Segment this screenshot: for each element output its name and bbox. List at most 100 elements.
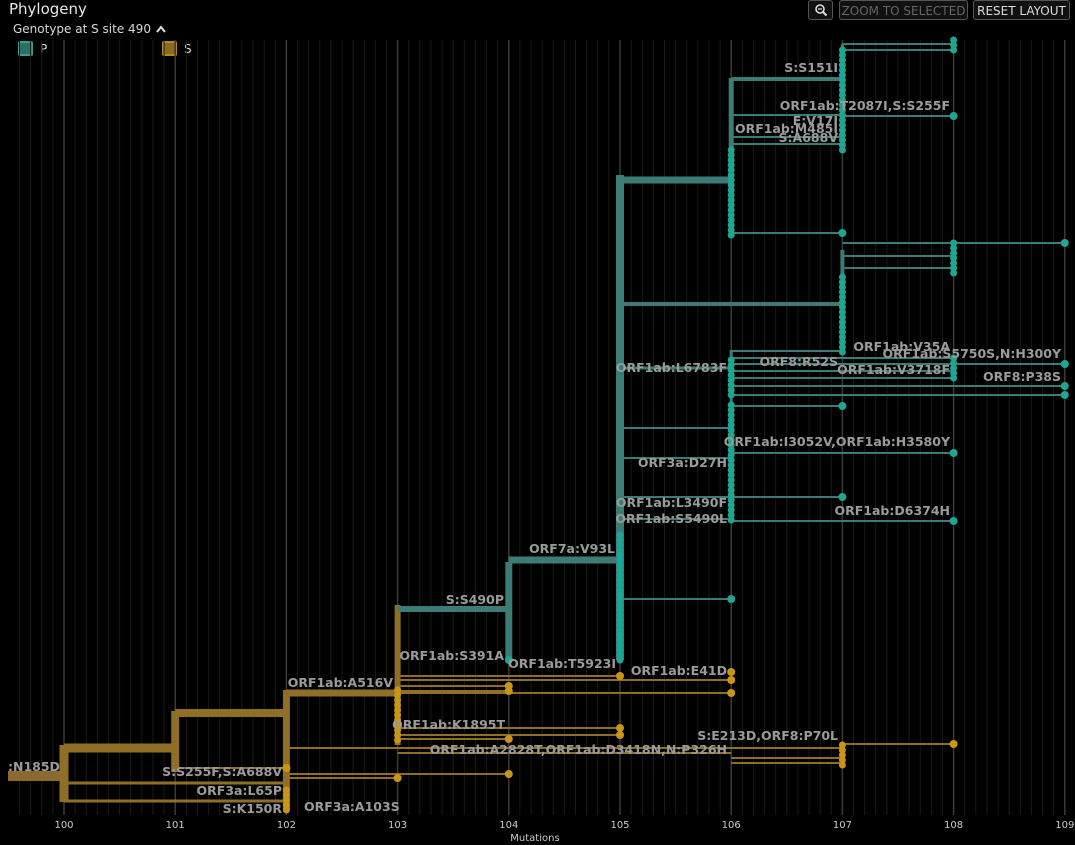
- branch-label[interactable]: ORF1ab:I3052V,ORF1ab:H3580Y: [724, 434, 951, 449]
- node-dot[interactable]: [838, 111, 846, 119]
- branch-label[interactable]: ORF1ab:S5750S,N:H300Y: [883, 346, 1062, 361]
- node-dot[interactable]: [727, 481, 735, 489]
- node-dot[interactable]: [727, 391, 735, 399]
- node-dot[interactable]: [838, 278, 846, 286]
- node-dot[interactable]: [394, 711, 402, 719]
- node-dot[interactable]: [838, 56, 846, 64]
- branch-label[interactable]: ORF3a:D27H: [638, 455, 727, 470]
- node-dot[interactable]: [393, 774, 402, 782]
- node-dot[interactable]: [838, 126, 846, 134]
- node-dot[interactable]: [616, 724, 624, 732]
- legend-item-s[interactable]: S: [162, 41, 192, 56]
- node-dot[interactable]: [950, 269, 958, 277]
- node-dot[interactable]: [838, 338, 846, 346]
- node-dot[interactable]: [727, 406, 735, 414]
- node-dot[interactable]: [727, 196, 735, 204]
- branch-label[interactable]: ORF1ab:V3718F: [837, 362, 950, 377]
- node-dot[interactable]: [727, 476, 735, 484]
- node-dot[interactable]: [727, 226, 735, 234]
- node-dot[interactable]: [282, 786, 290, 794]
- node-dot[interactable]: [950, 244, 958, 252]
- branch-label[interactable]: S:S255F,S:A688V: [162, 764, 282, 779]
- node-dot[interactable]: [616, 656, 624, 664]
- branch-label[interactable]: :N185D: [8, 759, 60, 774]
- node-dot[interactable]: [838, 308, 846, 316]
- branch-label[interactable]: ORF8:R52S: [759, 354, 838, 369]
- node-dot[interactable]: [727, 456, 735, 464]
- branch-label[interactable]: ORF1ab:V35A: [853, 339, 950, 354]
- node-dot[interactable]: [838, 136, 846, 144]
- branch-label[interactable]: ORF1ab:E41D: [631, 663, 727, 678]
- node-dot[interactable]: [727, 231, 735, 239]
- node-dot[interactable]: [727, 511, 735, 519]
- node-dot[interactable]: [950, 254, 958, 262]
- node-dot[interactable]: [394, 716, 402, 724]
- node-dot[interactable]: [838, 313, 846, 321]
- node-dot[interactable]: [727, 186, 735, 194]
- node-dot[interactable]: [838, 66, 846, 74]
- node-dot[interactable]: [838, 343, 846, 351]
- node-dot[interactable]: [727, 201, 735, 209]
- node-dot[interactable]: [838, 146, 846, 154]
- node-dot[interactable]: [727, 176, 735, 184]
- node-dot[interactable]: [727, 376, 735, 384]
- node-dot[interactable]: [727, 171, 735, 179]
- node-dot[interactable]: [950, 36, 958, 44]
- node-dot[interactable]: [727, 471, 735, 479]
- node-dot[interactable]: [838, 91, 846, 99]
- node-dot[interactable]: [727, 421, 735, 429]
- node-dot[interactable]: [949, 517, 958, 525]
- node-dot[interactable]: [616, 641, 624, 649]
- node-dot[interactable]: [838, 293, 846, 301]
- branch-label[interactable]: ORF1ab:S5490L: [615, 511, 727, 526]
- node-dot[interactable]: [838, 761, 846, 769]
- node-dot[interactable]: [838, 71, 846, 79]
- node-dot[interactable]: [950, 249, 958, 257]
- node-dot[interactable]: [727, 206, 735, 214]
- node-dot[interactable]: [727, 411, 735, 419]
- node-dot[interactable]: [727, 689, 736, 697]
- node-dot[interactable]: [394, 696, 402, 704]
- node-dot[interactable]: [616, 591, 624, 599]
- node-dot[interactable]: [616, 541, 624, 549]
- node-dot[interactable]: [727, 595, 736, 603]
- node-dot[interactable]: [838, 493, 847, 501]
- node-dot[interactable]: [727, 676, 736, 684]
- node-dot[interactable]: [950, 259, 958, 267]
- node-dot[interactable]: [616, 621, 624, 629]
- node-dot[interactable]: [394, 686, 402, 694]
- node-dot[interactable]: [950, 364, 958, 372]
- node-dot[interactable]: [616, 636, 624, 644]
- node-dot[interactable]: [727, 156, 735, 164]
- branch-label[interactable]: S:S490P: [446, 592, 504, 607]
- node-dot[interactable]: [727, 221, 735, 229]
- node-dot[interactable]: [838, 86, 846, 94]
- node-dot[interactable]: [282, 806, 290, 814]
- node-dot[interactable]: [727, 371, 735, 379]
- branch-label[interactable]: E:V17I: [793, 113, 838, 128]
- branch-label[interactable]: ORF3a:A103S: [304, 799, 400, 814]
- node-dot[interactable]: [616, 571, 624, 579]
- node-dot[interactable]: [949, 449, 958, 457]
- node-dot[interactable]: [616, 556, 624, 564]
- branch-label[interactable]: ORF1ab:L6783F: [616, 360, 727, 375]
- node-dot[interactable]: [1060, 382, 1069, 390]
- node-dot[interactable]: [504, 656, 513, 664]
- node-dot[interactable]: [838, 76, 846, 84]
- node-dot[interactable]: [282, 764, 291, 772]
- node-dot[interactable]: [838, 333, 846, 341]
- node-dot[interactable]: [727, 211, 735, 219]
- node-dot[interactable]: [727, 401, 735, 409]
- node-dot[interactable]: [616, 561, 624, 569]
- node-dot[interactable]: [838, 96, 846, 104]
- node-dot[interactable]: [616, 576, 624, 584]
- node-dot[interactable]: [727, 486, 735, 494]
- node-dot[interactable]: [838, 751, 846, 759]
- node-dot[interactable]: [727, 506, 735, 514]
- node-dot[interactable]: [616, 611, 624, 619]
- node-dot[interactable]: [394, 701, 402, 709]
- node-dot[interactable]: [727, 151, 735, 159]
- node-dot[interactable]: [950, 369, 958, 377]
- zoom-to-selected-button[interactable]: ZOOM TO SELECTED: [839, 0, 968, 20]
- node-dot[interactable]: [616, 731, 624, 739]
